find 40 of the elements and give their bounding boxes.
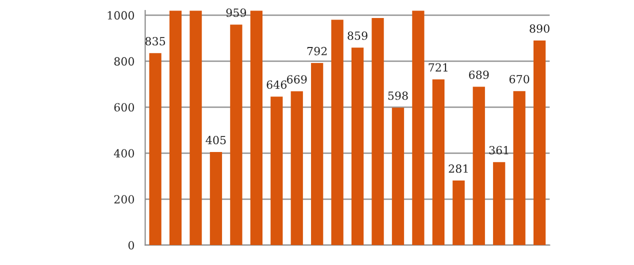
text: 646 — [266, 80, 287, 89]
bar — [290, 91, 303, 246]
text: 670 — [509, 74, 530, 84]
bar — [190, 10, 202, 246]
bar — [412, 10, 424, 246]
text: 835 — [145, 37, 166, 46]
text: 281 — [448, 164, 468, 173]
text: 405 — [206, 136, 226, 144]
bar — [230, 24, 242, 246]
bar — [311, 63, 324, 246]
text: 669 — [287, 75, 307, 84]
bar — [250, 10, 262, 246]
bar — [270, 96, 283, 246]
text: 721 — [428, 63, 448, 72]
text: 361 — [489, 146, 508, 154]
text: 890 — [530, 24, 550, 33]
bar — [392, 108, 404, 246]
bar — [351, 48, 364, 246]
bar — [169, 10, 182, 246]
y-tick-label: 1000 — [108, 11, 134, 20]
y-tick-label: 0 — [128, 241, 134, 250]
bar — [210, 152, 222, 246]
text: 959 — [226, 8, 246, 17]
text: 859 — [348, 32, 368, 40]
y-tick-label: 800 — [114, 57, 134, 66]
y-tick-label: 200 — [114, 195, 134, 204]
bar — [372, 18, 384, 246]
text: 689 — [469, 70, 489, 79]
bar — [452, 180, 465, 246]
bar — [472, 86, 485, 246]
y-tick-label: 400 — [114, 149, 134, 158]
bar — [534, 40, 546, 246]
bar — [432, 79, 445, 246]
text: 598 — [388, 92, 408, 100]
bar — [513, 91, 526, 246]
y-tick-label: 600 — [114, 103, 134, 112]
text: 792 — [307, 46, 327, 56]
bar — [331, 20, 344, 246]
bar — [493, 162, 506, 246]
bar — [149, 53, 162, 246]
